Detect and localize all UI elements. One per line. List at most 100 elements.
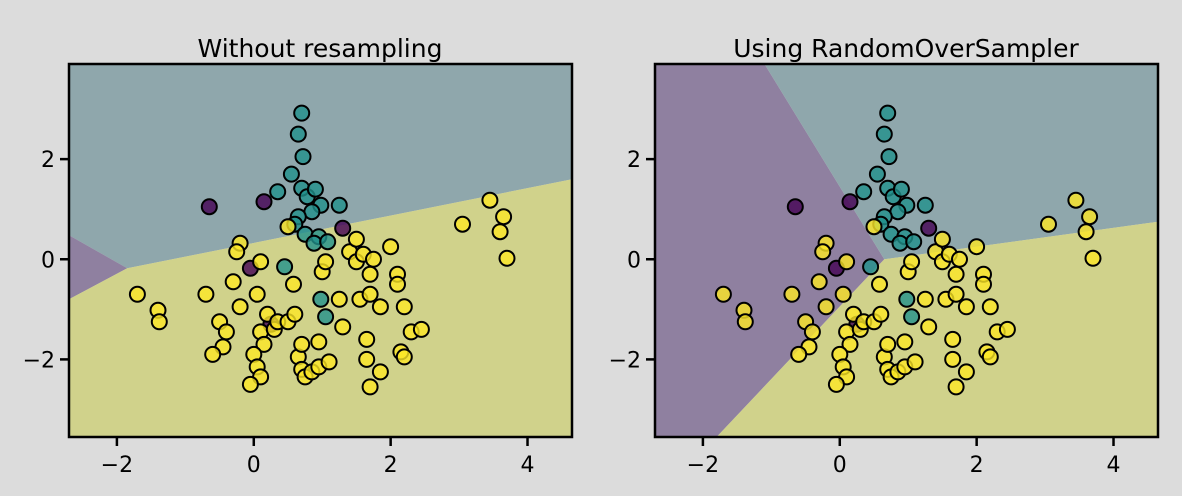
x-tick-label: 2 bbox=[970, 453, 984, 478]
data-point-class-2 bbox=[947, 285, 965, 303]
x-tick-label: 4 bbox=[1107, 453, 1121, 478]
scatter-points bbox=[714, 104, 1102, 396]
data-point-class-1 bbox=[879, 104, 897, 122]
data-point-class-1 bbox=[916, 196, 934, 214]
data-point-class-1 bbox=[269, 183, 287, 201]
axes-frame bbox=[653, 62, 1160, 439]
data-point-class-1 bbox=[330, 196, 348, 214]
data-point-class-2 bbox=[358, 330, 376, 348]
data-point-class-2 bbox=[838, 253, 856, 271]
data-point-class-2 bbox=[944, 350, 962, 368]
data-point-class-2 bbox=[150, 313, 168, 331]
x-tick-label: 4 bbox=[521, 453, 535, 478]
data-point-class-1 bbox=[306, 180, 324, 198]
data-point-class-2 bbox=[330, 290, 348, 308]
data-point-class-2 bbox=[998, 320, 1016, 338]
data-point-class-1 bbox=[891, 234, 909, 252]
decision-region-class-0 bbox=[69, 235, 128, 300]
chart-title-using-random-over-sampler: Using RandomOverSampler bbox=[733, 34, 1079, 63]
data-point-class-2 bbox=[197, 285, 215, 303]
data-point-class-1 bbox=[305, 234, 323, 252]
data-point-class-2 bbox=[285, 275, 302, 293]
data-point-class-2 bbox=[834, 285, 852, 303]
data-point-class-2 bbox=[495, 208, 513, 226]
data-point-class-2 bbox=[454, 215, 471, 233]
data-point-class-2 bbox=[947, 378, 965, 396]
data-point-class-2 bbox=[334, 318, 352, 336]
decision-region-class-2 bbox=[716, 221, 1158, 437]
data-point-class-2 bbox=[783, 285, 801, 303]
decision-region-class-2 bbox=[69, 179, 572, 437]
data-point-class-2 bbox=[968, 238, 986, 256]
data-point-class-1 bbox=[855, 183, 873, 201]
data-point-class-2 bbox=[395, 298, 413, 316]
x-tick-label: −2 bbox=[101, 453, 133, 478]
data-point-class-1 bbox=[317, 308, 335, 326]
data-point-class-1 bbox=[898, 290, 916, 308]
data-point-class-2 bbox=[481, 191, 499, 209]
data-point-class-2 bbox=[224, 273, 242, 291]
data-point-class-2 bbox=[361, 285, 379, 303]
data-point-class-2 bbox=[1040, 215, 1057, 233]
data-point-class-2 bbox=[389, 275, 406, 293]
data-point-class-2 bbox=[358, 350, 376, 368]
data-point-class-2 bbox=[286, 305, 304, 323]
data-point-class-2 bbox=[947, 265, 965, 283]
data-point-class-0 bbox=[200, 198, 218, 216]
data-point-class-1 bbox=[319, 233, 337, 251]
data-point-class-1 bbox=[276, 258, 294, 276]
data-point-class-1 bbox=[294, 148, 312, 166]
data-point-class-2 bbox=[498, 249, 516, 267]
scatter-points bbox=[128, 104, 516, 396]
data-point-class-2 bbox=[371, 363, 389, 381]
data-point-class-2 bbox=[841, 335, 859, 353]
data-point-class-2 bbox=[128, 285, 146, 303]
data-point-class-2 bbox=[871, 275, 888, 293]
data-point-class-2 bbox=[320, 353, 338, 371]
data-point-class-2 bbox=[817, 298, 835, 316]
data-point-class-2 bbox=[1084, 249, 1102, 267]
data-point-class-2 bbox=[872, 305, 890, 323]
data-point-class-1 bbox=[875, 125, 893, 143]
y-tick-label: −2 bbox=[23, 348, 55, 373]
y-tick-label: −2 bbox=[609, 348, 641, 373]
data-point-class-2 bbox=[827, 375, 845, 393]
data-point-class-2 bbox=[255, 335, 273, 353]
data-point-class-2 bbox=[920, 318, 938, 336]
subplot-using-random-over-sampler: Using RandomOverSampler −2 0 2 4 −2 0 2 bbox=[609, 34, 1160, 478]
axes-frame bbox=[67, 62, 574, 439]
x-tick-label: 2 bbox=[384, 453, 398, 478]
data-point-class-2 bbox=[957, 298, 975, 316]
data-point-class-1 bbox=[282, 165, 300, 183]
data-point-class-1 bbox=[905, 233, 923, 251]
data-point-class-2 bbox=[903, 253, 921, 271]
data-point-class-1 bbox=[289, 125, 307, 143]
y-tick-label: 0 bbox=[627, 248, 641, 273]
data-point-class-1 bbox=[903, 308, 921, 326]
data-point-class-2 bbox=[204, 345, 222, 363]
decision-region-class-1 bbox=[764, 64, 1158, 260]
data-point-class-2 bbox=[228, 243, 246, 261]
data-point-class-2 bbox=[814, 243, 832, 261]
data-point-class-2 bbox=[279, 218, 297, 236]
data-point-class-2 bbox=[231, 298, 249, 316]
data-point-class-2 bbox=[879, 335, 897, 353]
data-point-class-2 bbox=[975, 275, 992, 293]
data-point-class-2 bbox=[365, 250, 382, 268]
decision-regions bbox=[69, 64, 572, 437]
data-point-class-2 bbox=[248, 285, 266, 303]
data-point-class-2 bbox=[252, 253, 270, 271]
data-point-class-1 bbox=[880, 148, 898, 166]
data-point-class-2 bbox=[736, 313, 754, 331]
chart-title-without-resampling: Without resampling bbox=[198, 34, 443, 63]
data-point-class-2 bbox=[944, 330, 962, 348]
y-tick-label: 2 bbox=[627, 148, 641, 173]
data-point-class-2 bbox=[1081, 208, 1099, 226]
data-point-class-2 bbox=[810, 273, 828, 291]
y-tick-label: 0 bbox=[41, 248, 55, 273]
data-point-class-2 bbox=[382, 238, 400, 256]
data-point-class-2 bbox=[1077, 223, 1095, 241]
data-point-class-2 bbox=[714, 285, 732, 303]
data-point-class-2 bbox=[241, 375, 259, 393]
